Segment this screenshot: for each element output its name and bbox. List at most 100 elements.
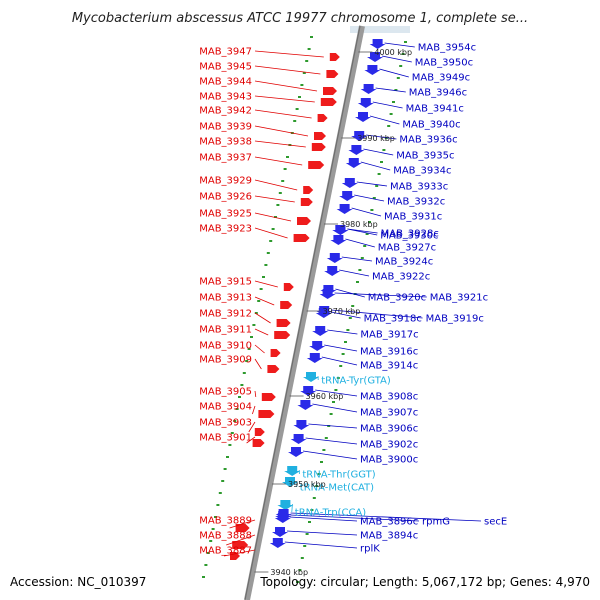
reverse-gene-arrow[interactable]: [330, 235, 347, 245]
gene-label[interactable]: MAB_3928c: [381, 229, 439, 240]
gene-label[interactable]: MAB_3925: [199, 209, 252, 220]
forward-gene-arrow[interactable]: [308, 161, 325, 169]
gene-label[interactable]: MAB_3888: [199, 531, 252, 542]
reverse-gene-arrow[interactable]: [355, 112, 371, 122]
reverse-gene-arrow[interactable]: [367, 52, 383, 62]
reverse-gene-arrow[interactable]: [300, 386, 317, 396]
gene-label[interactable]: MAB_3927c: [378, 243, 436, 254]
reverse-gene-arrow[interactable]: [269, 538, 286, 548]
reverse-gene-arrow[interactable]: [345, 158, 362, 168]
forward-gene-arrow[interactable]: [232, 541, 249, 549]
trna-label[interactable]: tRNA-Thr(GGT): [302, 470, 375, 481]
forward-gene-arrow[interactable]: [283, 283, 294, 291]
reverse-gene-arrow[interactable]: [326, 253, 343, 263]
gene-label[interactable]: MAB_3943: [199, 92, 252, 103]
forward-gene-arrow[interactable]: [258, 410, 275, 418]
gene-label[interactable]: MAB_3938: [199, 137, 252, 148]
gene-label[interactable]: MAB_3919c: [426, 314, 484, 325]
forward-gene-arrow[interactable]: [252, 439, 265, 447]
reverse-gene-arrow[interactable]: [275, 509, 292, 519]
reverse-gene-arrow[interactable]: [341, 178, 358, 188]
gene-label[interactable]: MAB_3945: [199, 62, 252, 73]
gene-label[interactable]: secE: [484, 517, 507, 528]
gene-label[interactable]: MAB_3918c: [364, 314, 422, 325]
gene-label[interactable]: MAB_3901: [199, 433, 252, 444]
forward-gene-arrow[interactable]: [303, 186, 314, 194]
gene-label[interactable]: MAB_3930c: [380, 231, 438, 242]
gene-label[interactable]: MAB_3907c: [360, 408, 418, 419]
reverse-gene-arrow[interactable]: [324, 266, 341, 276]
reverse-gene-arrow[interactable]: [364, 65, 381, 75]
reverse-gene-arrow[interactable]: [348, 145, 365, 155]
trna-feature[interactable]: [303, 372, 319, 382]
reverse-gene-arrow[interactable]: [332, 225, 349, 235]
gene-label[interactable]: MAB_3946c: [409, 88, 467, 99]
gene-label[interactable]: MAB_3922c: [372, 272, 430, 283]
forward-gene-arrow[interactable]: [317, 114, 328, 122]
gene-label[interactable]: MAB_3950c: [415, 58, 473, 69]
reverse-gene-arrow[interactable]: [309, 341, 326, 351]
forward-gene-arrow[interactable]: [267, 365, 280, 373]
reverse-gene-arrow[interactable]: [288, 447, 304, 457]
gene-label[interactable]: MAB_3929: [199, 176, 252, 187]
gene-label[interactable]: MAB_3942: [199, 106, 252, 117]
trna-label[interactable]: tRNA-Met(CAT): [300, 483, 374, 494]
gene-label[interactable]: MAB_3906c: [360, 424, 418, 435]
gene-label[interactable]: MAB_3903: [199, 418, 252, 429]
reverse-gene-arrow[interactable]: [319, 289, 336, 299]
gene-label[interactable]: rpmG: [422, 517, 450, 528]
forward-gene-arrow[interactable]: [297, 217, 311, 225]
reverse-gene-arrow[interactable]: [272, 527, 288, 537]
gene-label[interactable]: MAB_3911: [199, 325, 252, 336]
gene-label[interactable]: MAB_3896c: [360, 517, 418, 528]
gene-label[interactable]: MAB_3887: [199, 546, 252, 557]
gene-label[interactable]: MAB_3900c: [360, 455, 418, 466]
gene-label[interactable]: MAB_3908c: [360, 392, 418, 403]
gene-label[interactable]: MAB_3924c: [375, 257, 433, 268]
gene-label[interactable]: MAB_3910: [199, 341, 252, 352]
trna-feature[interactable]: [284, 466, 301, 476]
forward-gene-arrow[interactable]: [235, 524, 250, 532]
forward-gene-arrow[interactable]: [311, 143, 326, 151]
reverse-gene-arrow[interactable]: [357, 98, 374, 108]
forward-gene-arrow[interactable]: [280, 301, 293, 309]
forward-gene-arrow[interactable]: [326, 70, 339, 78]
trna-feature[interactable]: [282, 477, 298, 487]
gene-label[interactable]: MAB_3912: [199, 309, 252, 320]
gene-label[interactable]: MAB_3933c: [390, 182, 448, 193]
forward-gene-arrow[interactable]: [254, 428, 265, 436]
gene-label[interactable]: MAB_3905: [199, 387, 252, 398]
gene-label[interactable]: MAB_3894c: [360, 531, 418, 542]
forward-gene-arrow[interactable]: [329, 53, 340, 61]
gene-label[interactable]: MAB_3954c: [418, 43, 476, 54]
forward-gene-arrow[interactable]: [300, 198, 313, 206]
reverse-gene-arrow[interactable]: [293, 420, 310, 430]
reverse-gene-arrow[interactable]: [360, 84, 377, 94]
reverse-gene-arrow[interactable]: [316, 306, 333, 316]
reverse-gene-arrow[interactable]: [339, 191, 356, 201]
gene-label[interactable]: MAB_3916c: [360, 347, 418, 358]
trna-label[interactable]: tRNA-Trp(CCA): [295, 508, 366, 519]
gene-label[interactable]: MAB_3913: [199, 293, 252, 304]
gene-label[interactable]: MAB_3939: [199, 122, 252, 133]
gene-label[interactable]: MAB_3934c: [393, 166, 451, 177]
reverse-gene-arrow[interactable]: [290, 434, 307, 444]
gene-label[interactable]: MAB_3889: [199, 516, 252, 527]
forward-gene-arrow[interactable]: [270, 349, 281, 357]
gene-label[interactable]: rplK: [360, 544, 380, 555]
reverse-gene-arrow[interactable]: [351, 131, 368, 141]
forward-gene-arrow[interactable]: [320, 98, 337, 106]
reverse-gene-arrow[interactable]: [369, 39, 386, 49]
gene-label[interactable]: MAB_3935c: [396, 151, 454, 162]
gene-label[interactable]: MAB_3923: [199, 224, 252, 235]
gene-label[interactable]: MAB_3915: [199, 277, 252, 288]
reverse-gene-arrow[interactable]: [297, 400, 314, 410]
gene-label[interactable]: MAB_3941c: [406, 104, 464, 115]
forward-gene-arrow[interactable]: [323, 87, 337, 95]
forward-gene-arrow[interactable]: [274, 331, 291, 339]
gene-label[interactable]: MAB_3932c: [387, 197, 445, 208]
trna-feature[interactable]: [277, 500, 294, 510]
reverse-gene-arrow[interactable]: [312, 326, 329, 336]
gene-label[interactable]: MAB_3926: [199, 192, 252, 203]
gene-label[interactable]: MAB_3937: [199, 153, 252, 164]
